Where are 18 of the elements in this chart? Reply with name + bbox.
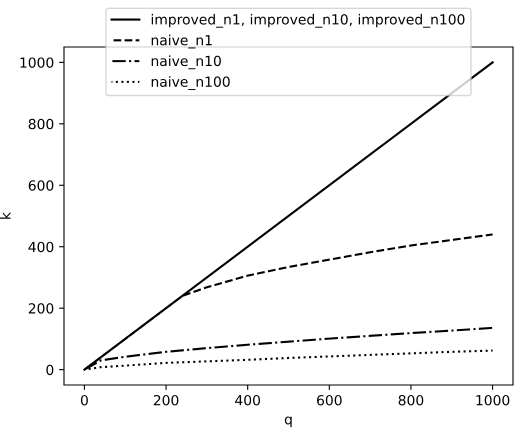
x-axis-title: q [284,416,292,428]
x-tick-label: 1000 [476,394,510,406]
legend-label: improved_n1, improved_n10, improved_n100 [152,14,464,28]
x-tick-label: 400 [235,394,260,406]
y-tick-label: 400 [28,242,54,252]
y-tick-label: 800 [28,118,54,130]
legend-label: naive_n100 [152,76,230,90]
x-tick-label: 800 [398,394,424,406]
x-tick-label: 200 [154,394,178,406]
y-axis-title: k [0,212,10,219]
x-tick-label: 0 [80,394,88,406]
legend-label: naive_n1 [152,34,212,48]
y-tick-label: 600 [28,180,54,191]
legend-label: naive_n10 [152,55,221,70]
y-tick-label: 1000 [20,57,54,68]
y-tick-label: 200 [28,303,54,314]
x-tick-label: 600 [317,394,342,406]
y-tick-label: 0 [46,364,54,376]
